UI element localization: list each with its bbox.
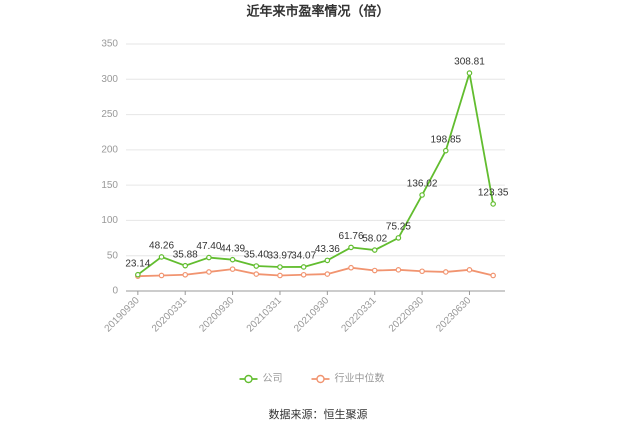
x-tick-label: 20210331 <box>245 295 285 335</box>
legend-label: 行业中位数 <box>335 372 385 385</box>
point <box>442 269 449 275</box>
point <box>229 266 236 272</box>
series-line <box>137 266 494 278</box>
data-label: 61.76 <box>339 231 364 242</box>
point <box>277 264 283 270</box>
x-tick-label: 20220331 <box>339 295 379 335</box>
data-label: 308.81 <box>454 57 485 68</box>
y-tick-label: 0 <box>112 286 118 297</box>
data-label: 198.85 <box>430 134 461 145</box>
point <box>419 268 425 275</box>
data-label: 34.07 <box>291 251 316 262</box>
data-label: 35.40 <box>244 250 269 261</box>
y-tick-label: 200 <box>101 144 118 155</box>
point <box>206 269 212 275</box>
point <box>371 267 378 274</box>
x-tick-label: 20210930 <box>292 295 332 335</box>
data-label: 48.26 <box>149 241 174 252</box>
point <box>300 264 307 270</box>
data-label: 35.88 <box>173 249 198 260</box>
y-tick-label: 100 <box>101 215 118 226</box>
point <box>229 256 236 263</box>
point <box>253 271 260 277</box>
point <box>395 267 402 273</box>
point <box>466 267 473 273</box>
point <box>182 271 189 278</box>
x-tick-label: 20220930 <box>387 295 427 335</box>
point <box>300 271 307 278</box>
point <box>324 271 331 277</box>
data-label: 58.02 <box>362 234 387 245</box>
point <box>419 192 425 198</box>
point <box>490 272 496 279</box>
point <box>348 244 354 251</box>
point <box>206 254 212 261</box>
x-tick-label: 20200930 <box>197 295 237 335</box>
point <box>158 272 165 279</box>
x-tick-label: 20200331 <box>150 295 190 335</box>
series-line <box>137 72 495 276</box>
legend-label: 公司 <box>263 374 283 385</box>
point <box>348 264 354 271</box>
point <box>182 262 189 269</box>
y-tick-label: 50 <box>107 250 119 261</box>
legend-marker <box>316 374 325 384</box>
data-label: 136.02 <box>407 179 438 190</box>
legend-marker <box>244 374 253 384</box>
point <box>135 271 141 278</box>
point <box>277 272 283 279</box>
chart-title: 近年来市盈率情况（倍） <box>246 3 389 18</box>
data-label: 23.14 <box>125 258 150 269</box>
point <box>490 201 496 207</box>
data-label: 43.36 <box>315 244 340 255</box>
y-tick-label: 250 <box>101 109 118 120</box>
x-tick-label: 20190930 <box>103 295 143 335</box>
point <box>371 247 378 253</box>
y-tick-label: 300 <box>101 74 118 85</box>
point <box>466 70 473 76</box>
point <box>324 257 331 264</box>
data-label: 75.25 <box>386 222 411 233</box>
point <box>442 147 449 154</box>
data-label: 33.97 <box>267 251 292 262</box>
y-tick-label: 150 <box>101 180 118 191</box>
point <box>253 263 260 269</box>
y-tick-label: 350 <box>101 39 118 50</box>
data-label: 123.35 <box>478 188 509 199</box>
data-label: 47.40 <box>196 241 221 252</box>
source: 数据来源：恒生聚源 <box>269 407 368 421</box>
point <box>395 235 402 241</box>
point <box>158 254 165 260</box>
data-label: 44.39 <box>220 243 245 254</box>
x-tick-label: 20230630 <box>434 295 474 335</box>
